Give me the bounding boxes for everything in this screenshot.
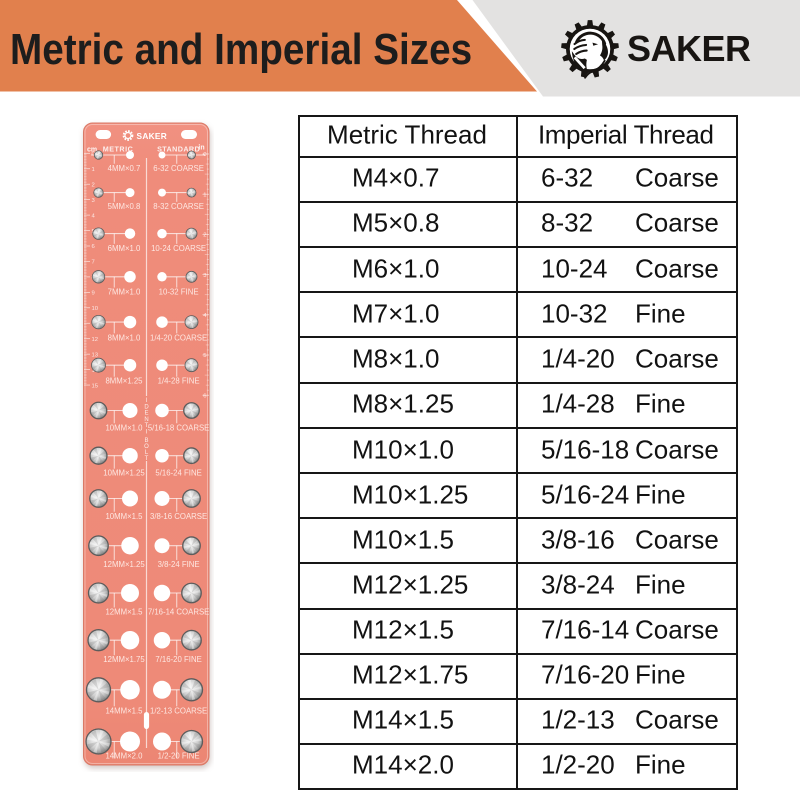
svg-text:7MM×1.0: 7MM×1.0 — [108, 288, 141, 297]
svg-text:O: O — [144, 444, 149, 450]
svg-text:7: 7 — [92, 260, 95, 266]
svg-text:10MM×1.5: 10MM×1.5 — [105, 512, 143, 521]
svg-text:15: 15 — [92, 383, 99, 389]
svg-text:1/4-28 FINE: 1/4-28 FINE — [158, 377, 200, 386]
svg-text:5: 5 — [203, 353, 207, 359]
svg-text:T: T — [145, 456, 149, 462]
svg-text:14MM×2.0: 14MM×2.0 — [105, 752, 143, 761]
svg-text:5/16-18 COARSE: 5/16-18 COARSE — [148, 423, 210, 432]
svg-text:1/2-20 FINE: 1/2-20 FINE — [158, 752, 200, 761]
svg-text:METRIC: METRIC — [103, 145, 134, 154]
svg-text:12: 12 — [92, 337, 99, 343]
svg-text:8-32 COARSE: 8-32 COARSE — [153, 202, 204, 211]
svg-text:T: T — [145, 423, 149, 429]
svg-text:12MM×1.5: 12MM×1.5 — [105, 608, 143, 617]
svg-text:3: 3 — [203, 273, 207, 279]
svg-text:0: 0 — [203, 152, 207, 158]
svg-text:1/2-13 COARSE: 1/2-13 COARSE — [150, 706, 207, 715]
svg-text:B: B — [144, 438, 148, 444]
svg-text:1: 1 — [203, 192, 206, 198]
svg-text:5/16-24 FINE: 5/16-24 FINE — [155, 469, 201, 478]
svg-text:8MM×1.25: 8MM×1.25 — [105, 377, 143, 386]
svg-text:I: I — [146, 429, 148, 435]
svg-text:E: E — [144, 411, 148, 417]
svg-text:7/16-20 FINE: 7/16-20 FINE — [155, 655, 201, 664]
svg-text:1/4-20 COARSE: 1/4-20 COARSE — [150, 333, 207, 342]
svg-text:10-24 COARSE: 10-24 COARSE — [151, 244, 206, 253]
svg-text:13: 13 — [92, 352, 99, 358]
svg-text:2: 2 — [203, 233, 206, 239]
svg-text:3/8-24 FINE: 3/8-24 FINE — [158, 560, 200, 569]
svg-text:14MM×1.5: 14MM×1.5 — [105, 706, 143, 715]
svg-text:6: 6 — [203, 393, 207, 399]
svg-text:3/8-16 COARSE: 3/8-16 COARSE — [150, 512, 207, 521]
svg-text:2: 2 — [92, 182, 95, 188]
svg-text:in: in — [198, 145, 204, 152]
svg-text:4: 4 — [203, 313, 207, 319]
svg-text:6-32 COARSE: 6-32 COARSE — [153, 164, 204, 173]
svg-text:10MM×1.25: 10MM×1.25 — [103, 469, 145, 478]
svg-text:10-32 FINE: 10-32 FINE — [159, 288, 199, 297]
svg-text:STANDARD: STANDARD — [157, 145, 200, 154]
svg-text:5MM×0.8: 5MM×0.8 — [108, 202, 141, 211]
svg-text:cm: cm — [87, 147, 97, 154]
svg-text:SAKER: SAKER — [137, 131, 168, 141]
svg-text:L: L — [145, 450, 149, 456]
svg-text:9: 9 — [92, 291, 95, 297]
svg-text:N: N — [144, 417, 148, 423]
svg-text:1: 1 — [92, 167, 95, 173]
svg-text:6MM×1.0: 6MM×1.0 — [108, 244, 141, 253]
svg-text:4: 4 — [92, 213, 96, 219]
svg-text:10: 10 — [92, 306, 99, 312]
svg-text:I: I — [146, 398, 148, 404]
svg-text:10MM×1.0: 10MM×1.0 — [105, 423, 143, 432]
svg-text:12MM×1.75: 12MM×1.75 — [103, 655, 145, 664]
svg-text:D: D — [144, 404, 149, 410]
svg-text:7/16-14 COARSE: 7/16-14 COARSE — [148, 608, 210, 617]
svg-text:12MM×1.25: 12MM×1.25 — [103, 560, 145, 569]
svg-text:6: 6 — [92, 244, 96, 250]
svg-text:3: 3 — [92, 198, 96, 204]
svg-text:8MM×1.0: 8MM×1.0 — [108, 333, 141, 342]
svg-text:4MM×0.7: 4MM×0.7 — [108, 164, 141, 173]
